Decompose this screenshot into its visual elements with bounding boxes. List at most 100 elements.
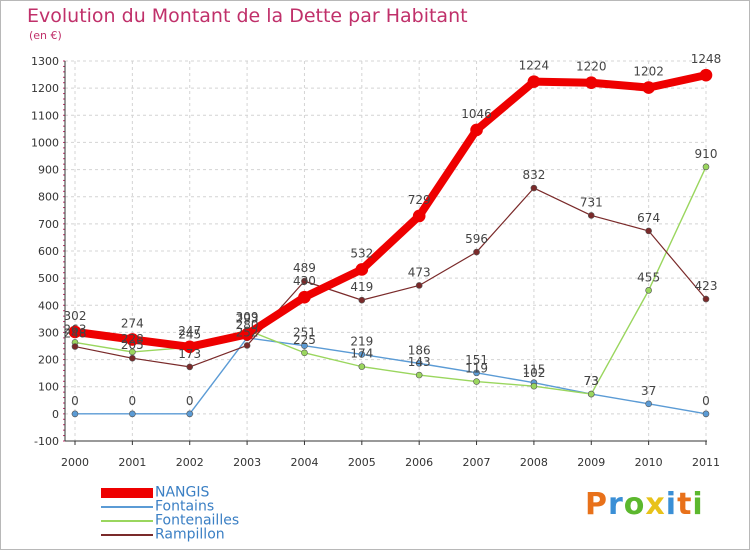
y-tick-label: 300 [38,326,59,339]
x-tick-label: 2009 [577,456,605,469]
data-labels: 302 274 247 293 430 532 729 1046 1224 1220 1202 124… [64,52,722,408]
data-point-fontenailles [473,378,480,385]
data-point-nangis [699,68,713,82]
data-label-rampillon: 596 [465,232,488,246]
data-label-nangis: 532 [350,246,373,260]
data-point-nangis [412,209,426,223]
data-label-rampillon: 473 [408,265,431,279]
y-tick-label: 0 [52,408,59,421]
data-point-rampillon [645,227,652,235]
data-label-fontenailles: 225 [293,333,316,347]
chart-title: Evolution du Montant de la Dette par Hab… [27,5,468,27]
x-tick-label: 2006 [405,456,433,469]
legend-item-nangis: NANGIS [101,485,239,500]
data-point-rampillon [71,343,79,350]
data-label-nangis: 1248 [691,52,722,66]
data-point-nangis [527,75,541,88]
logo-letter: r [608,487,624,522]
data-point-rampillon [358,296,366,304]
logo-letter: P [585,487,608,522]
legend-label-fontains: Fontains [155,498,215,515]
data-point-fontenailles [702,163,710,171]
data-point-fontains [415,360,423,367]
data-label-fontenailles: 910 [695,147,718,161]
data-label-nangis: 1220 [576,60,607,74]
x-tick-label: 2011 [692,456,720,469]
data-point-fontains [301,342,308,350]
series-lines [68,68,713,418]
data-label-nangis: 1046 [461,107,492,121]
logo-letter: t [677,487,693,522]
legend-swatch-rampillon [101,533,153,536]
data-label-fontains: 219 [350,334,373,348]
legend-item-fontenailles: Fontenailles [101,512,240,529]
y-tick-label: 400 [38,299,59,312]
y-tick-label: 200 [38,354,59,367]
data-label-fontenailles: 309 [236,310,259,324]
x-tick-label: 2007 [463,456,491,469]
data-label-fontains: 0 [129,394,137,408]
data-point-fontains [702,410,710,418]
data-point-fontenailles [530,382,538,390]
data-label-fontains: 0 [71,394,79,408]
data-point-fontenailles [645,287,652,294]
x-tick-label: 2002 [176,456,204,469]
legend-label-fontenailles: Fontenailles [155,512,240,529]
data-label-fontenailles: 455 [637,270,660,284]
data-point-rampillon [415,282,423,289]
data-label-fontains: 186 [408,343,431,357]
data-label-rampillon: 173 [178,347,201,361]
x-tick-label: 2004 [290,456,318,469]
logo-letter: o [623,487,646,522]
data-point-nangis [68,325,82,339]
data-label-fontenailles: 174 [350,347,373,361]
data-label-rampillon: 252 [236,325,259,339]
data-point-fontains [129,410,136,418]
data-label-nangis: 274 [121,316,144,330]
axes: -100010020030040050060070080090010001100… [31,55,720,469]
data-label-fontains: 115 [522,363,545,377]
data-point-rampillon [530,184,538,192]
data-label-rampillon: 423 [695,279,718,293]
y-tick-label: 1200 [31,82,59,95]
data-label-rampillon: 674 [637,211,660,225]
data-label-fontains: 251 [293,326,316,340]
y-tick-label: 1000 [31,136,59,149]
series-line-rampillon [74,187,707,368]
data-label-rampillon: 419 [350,280,373,294]
data-label-fontains: 73 [584,374,599,388]
data-label-nangis: 302 [64,309,87,323]
data-label-fontenailles: 263 [64,322,87,336]
x-tick-label: 2005 [348,456,376,469]
data-label-fontenailles: 102 [522,366,545,380]
data-label-fontains: 0 [186,394,194,408]
data-label-nangis: 293 [236,311,259,325]
data-label-nangis: 1224 [519,59,550,73]
y-tick-label: -100 [34,435,59,448]
logo-letter: x [645,487,666,522]
chart-subtitle: (en €) [29,29,62,42]
legend-item-fontains: Fontains [101,498,239,515]
y-tick-label: 700 [38,218,59,231]
data-label-rampillon: 248 [64,327,87,341]
data-label-nangis: 729 [408,193,431,207]
data-point-fontains [473,369,480,377]
proxiti-logo: Proxiti [585,487,704,522]
data-label-fontenailles: 143 [408,355,431,369]
data-label-fontenailles: 119 [465,362,488,376]
x-tick-label: 2010 [635,456,663,469]
data-label-rampillon: 832 [522,168,545,182]
data-point-nangis [642,81,655,94]
data-label-rampillon: 489 [293,261,316,275]
legend-swatch-nangis [101,487,153,498]
data-label-nangis: 1202 [633,65,664,79]
data-point-fontenailles [358,363,366,370]
data-label-fontains: 151 [465,353,488,367]
data-point-nangis [584,76,598,90]
data-point-nangis [298,290,311,304]
data-point-fontenailles [301,349,308,357]
y-tick-label: 800 [38,191,59,204]
legend-item-rampillon: Rampillon [101,527,239,542]
data-point-fontains [645,400,652,408]
data-point-nangis [240,328,254,341]
